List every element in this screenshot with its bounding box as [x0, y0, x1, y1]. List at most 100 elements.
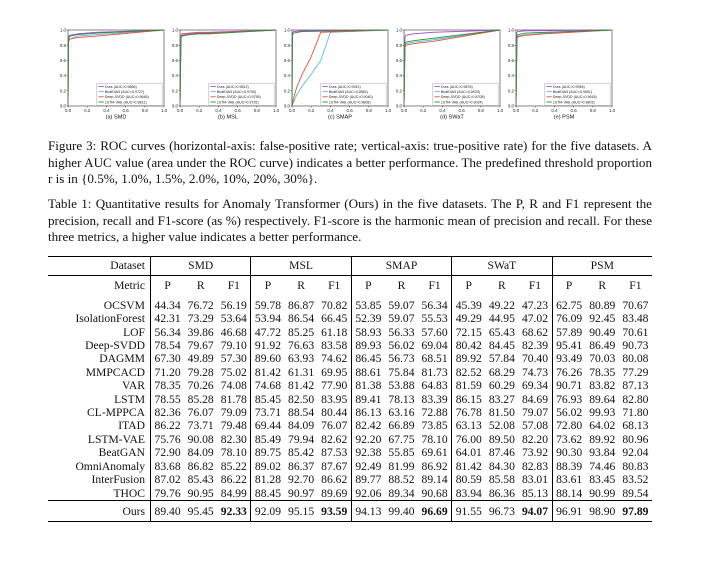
table-cell: 76.26 [551, 365, 586, 380]
table-cell: 68.13 [619, 419, 652, 432]
table-cell: 90.30 [551, 446, 586, 460]
table-cell: 85.25 [285, 326, 318, 339]
table-row: Ours 89.40 95.45 92.33 92.09 95.15 93.59 94.13 9… [48, 499, 652, 523]
table-cell: 94.07 [518, 499, 553, 523]
cell-value: 90.95 [187, 486, 214, 500]
table-cell: 74.73 [518, 366, 552, 379]
cell-value: 90.30 [556, 446, 583, 460]
table-cell: 68.29 [485, 366, 518, 379]
table-cell: 85.49 [250, 432, 285, 447]
table-cell: 82.83 [518, 460, 552, 473]
table-caption-text: Quantitative results for Anomaly Transfo… [48, 196, 652, 244]
table-cell: 95.45 [184, 499, 218, 523]
cell-value: 92.06 [355, 486, 382, 500]
table-cell: 82.52 [451, 365, 486, 380]
cell-value: 92.04 [622, 446, 649, 460]
cell-value: 58.93 [355, 325, 382, 339]
table-cell: 88.39 [551, 459, 586, 474]
table-cell: 57.08 [518, 419, 552, 432]
table-cell: 88.45 [250, 486, 285, 501]
table-cell: 64.83 [418, 379, 452, 392]
cell-value: 89.69 [321, 486, 348, 500]
figure-caption-label: Figure 3: [48, 138, 97, 153]
cell-value: 82.83 [521, 459, 549, 473]
header-metric-r: R [184, 275, 218, 296]
row-method-name: THOC [113, 486, 145, 500]
header-metric-label: Metric [48, 275, 151, 296]
cell-value: 89.54 [622, 486, 649, 500]
cell-value: 76.07 [187, 406, 214, 420]
x-tick-label: 1.0 [609, 108, 616, 113]
header-metric-p: P [250, 275, 285, 296]
cell-value: 83.27 [488, 392, 515, 406]
cell-value: 83.95 [321, 392, 348, 406]
table-cell: 92.20 [350, 432, 385, 447]
cell-value: 76.07 [321, 419, 348, 433]
table-cell: 49.29 [451, 312, 486, 326]
panel-subtitle: (b) MSL [218, 115, 238, 121]
table-cell: 44.34 [150, 295, 185, 313]
cell-value: 39.86 [187, 325, 214, 339]
header-metric-r: R [585, 275, 619, 296]
roc-panel: 0.0 0.2 0.4 0.6 0.8 1.0 0.0 0.2 0.4 0.6 0.8 1.0 Ours… [172, 28, 280, 121]
cell-value: 83.39 [421, 392, 448, 406]
table-cell: 93.59 [317, 499, 352, 523]
cell-value: 72.88 [421, 406, 448, 420]
roc-curves-figure: 0.0 0.2 0.4 0.6 0.8 1.0 0.0 0.2 0.4 0.6 0.8 1.0 Ours… [60, 28, 616, 121]
x-tick-label: 0.6 [235, 108, 242, 113]
table-cell: 44.95 [485, 312, 518, 325]
table-cell: 74.46 [586, 460, 619, 473]
table-cell: 83.94 [451, 486, 486, 501]
header-metric-p: P [451, 275, 486, 296]
figure-caption: Figure 3: ROC curves (horizontal-axis: f… [48, 138, 652, 188]
table-cell: 73.85 [418, 419, 452, 432]
table-cell: 79.94 [285, 433, 318, 446]
table-cell: 60.29 [485, 379, 518, 392]
table-cell: 86.13 [350, 406, 385, 420]
y-tick-label: 0.4 [396, 73, 403, 78]
table-cell: 65.43 [485, 326, 518, 339]
table-cell: 47.02 [518, 312, 552, 325]
cell-value: 81.42 [254, 365, 282, 379]
table-cell: 98.90 [585, 499, 619, 523]
table-cell: 59.07 [385, 312, 418, 325]
cell-value: 61.31 [288, 365, 315, 379]
cell-value: 56.73 [388, 352, 415, 366]
table-cell: 95.15 [284, 499, 318, 523]
legend-entry: LSTM-VAE (AUC=0.9726) [217, 100, 259, 104]
table-cell: 86.36 [485, 487, 518, 501]
x-tick-label: 0.8 [254, 108, 261, 113]
cell-value: 64.83 [421, 379, 448, 393]
table-cell: 99.93 [586, 406, 619, 419]
y-tick-label: 0.6 [284, 58, 291, 63]
table-cell: 66.89 [385, 419, 418, 432]
legend-entry: LSTM-VAE (AUC=0.9803) [553, 100, 595, 104]
roc-series-line [403, 29, 501, 107]
y-tick-label: 0.2 [172, 88, 179, 93]
table-cell: 76.09 [551, 312, 586, 326]
cell-value: 84.09 [187, 446, 214, 460]
x-tick-label: 0.2 [420, 108, 427, 113]
x-tick-label: 0.6 [347, 108, 354, 113]
cell-value: 76.93 [556, 392, 583, 406]
table-cell: 89.92 [451, 352, 486, 366]
table-cell: 96.91 [551, 499, 586, 523]
header-metric-r: R [384, 275, 419, 296]
table-cell: 92.49 [350, 459, 385, 474]
x-tick-label: 1.0 [273, 108, 280, 113]
table-cell: 76.63 [285, 339, 318, 352]
x-tick-label: 1.0 [497, 108, 504, 113]
table-cell: 92.04 [619, 446, 652, 459]
table-cell: 89.34 [385, 487, 418, 501]
table-cell: 88.54 [285, 406, 318, 419]
table-cell: 88.61 [350, 365, 385, 380]
legend-entry: BeatGAN (AUC=0.9700) [217, 90, 256, 94]
y-tick-label: 0.0 [284, 104, 291, 109]
cell-value: 99.93 [589, 406, 616, 420]
table-row: InterFusion 87.02 85.43 86.22 81.28 92.70 86.6… [48, 473, 652, 487]
cell-value: 73.71 [187, 419, 214, 433]
cell-value: 87.53 [321, 446, 348, 460]
cell-value: 81.99 [388, 459, 415, 473]
table-cell: 79.28 [184, 366, 217, 379]
cell-value: 70.40 [521, 352, 549, 366]
